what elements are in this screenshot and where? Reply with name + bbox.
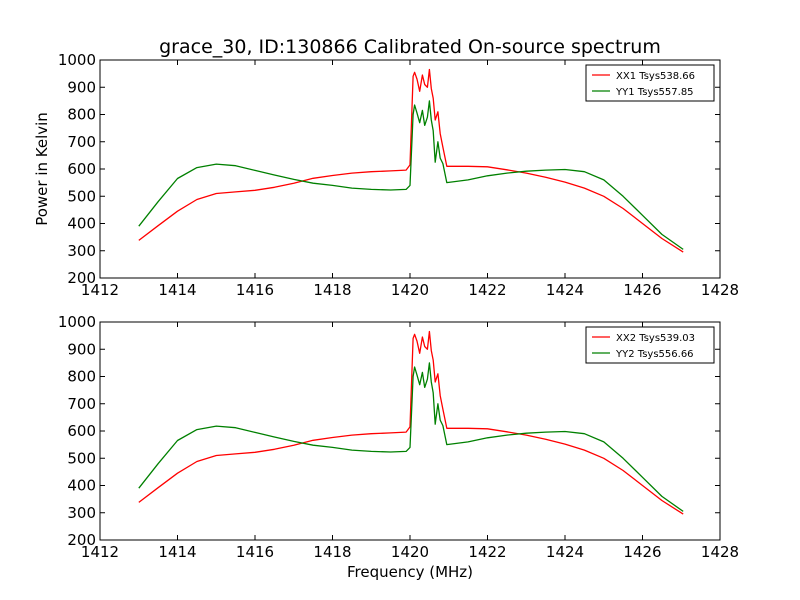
y-tick-label: 1000 [58, 313, 96, 331]
x-tick-label: 1424 [546, 281, 584, 299]
legend-box [585, 64, 715, 102]
series-line-1 [138, 330, 684, 515]
x-tick-label: 1412 [81, 281, 119, 299]
y-tick-label: 700 [67, 133, 96, 151]
y-tick-label: 200 [67, 269, 96, 287]
x-tick-label: 1418 [313, 543, 351, 561]
y-tick-label: 600 [67, 422, 96, 440]
x-tick-label: 1422 [468, 543, 506, 561]
y-tick-label: 800 [67, 106, 96, 124]
x-tick-label: 1426 [623, 281, 661, 299]
legend-label: YY2 Tsys556.66 [615, 349, 694, 360]
y-tick-label: 400 [67, 477, 96, 495]
x-tick-label: 1420 [391, 281, 429, 299]
x-tick-label: 1416 [236, 543, 274, 561]
series-line-1 [138, 68, 684, 253]
y-tick-label: 700 [67, 395, 96, 413]
y-tick-label: 200 [67, 531, 96, 549]
x-tick-label: 1420 [391, 543, 429, 561]
x-tick-label: 1422 [468, 281, 506, 299]
legend-label: XX2 Tsys539.03 [616, 333, 695, 344]
legend-label: YY1 Tsys557.85 [615, 87, 694, 98]
series-line-2 [138, 100, 684, 250]
y-tick-label: 1000 [58, 51, 96, 69]
x-tick-label: 1412 [81, 543, 119, 561]
x-tick-label: 1414 [158, 543, 196, 561]
lower-panel: 1412 1414 1416 1418 1420 1422 1424 1426 1428 200 3… [58, 313, 739, 561]
x-axis-label: Frequency (MHz) [347, 563, 473, 581]
legend-label: XX1 Tsys538.66 [616, 71, 695, 82]
x-tick-label: 1418 [313, 281, 351, 299]
x-tick-label: 1416 [236, 281, 274, 299]
y-tick-label: 900 [67, 78, 96, 96]
y-tick-label: 800 [67, 368, 96, 386]
legend-box [585, 326, 715, 364]
figure-title: grace_30, ID:130866 Calibrated On-source… [159, 36, 661, 58]
x-tick-label: 1428 [701, 281, 739, 299]
x-tick-label: 1426 [623, 543, 661, 561]
legend: XX1 Tsys538.66 YY1 Tsys557.85 [585, 64, 715, 102]
y-tick-label: 600 [67, 160, 96, 178]
y-tick-label: 500 [67, 449, 96, 467]
x-tick-label: 1428 [701, 543, 739, 561]
x-tick-label: 1414 [158, 281, 196, 299]
y-tick-label: 300 [67, 504, 96, 522]
upper-panel: 1412 1414 1416 1418 1420 1422 1424 1426 1428 200 3… [58, 51, 739, 299]
y-tick-label: 400 [67, 215, 96, 233]
y-tick-label: 500 [67, 187, 96, 205]
y-axis-label: Power in Kelvin [33, 112, 51, 226]
x-tick-label: 1424 [546, 543, 584, 561]
y-tick-label: 900 [67, 340, 96, 358]
y-tick-label: 300 [67, 242, 96, 260]
legend: XX2 Tsys539.03 YY2 Tsys556.66 [585, 326, 715, 364]
series-line-2 [138, 362, 684, 512]
